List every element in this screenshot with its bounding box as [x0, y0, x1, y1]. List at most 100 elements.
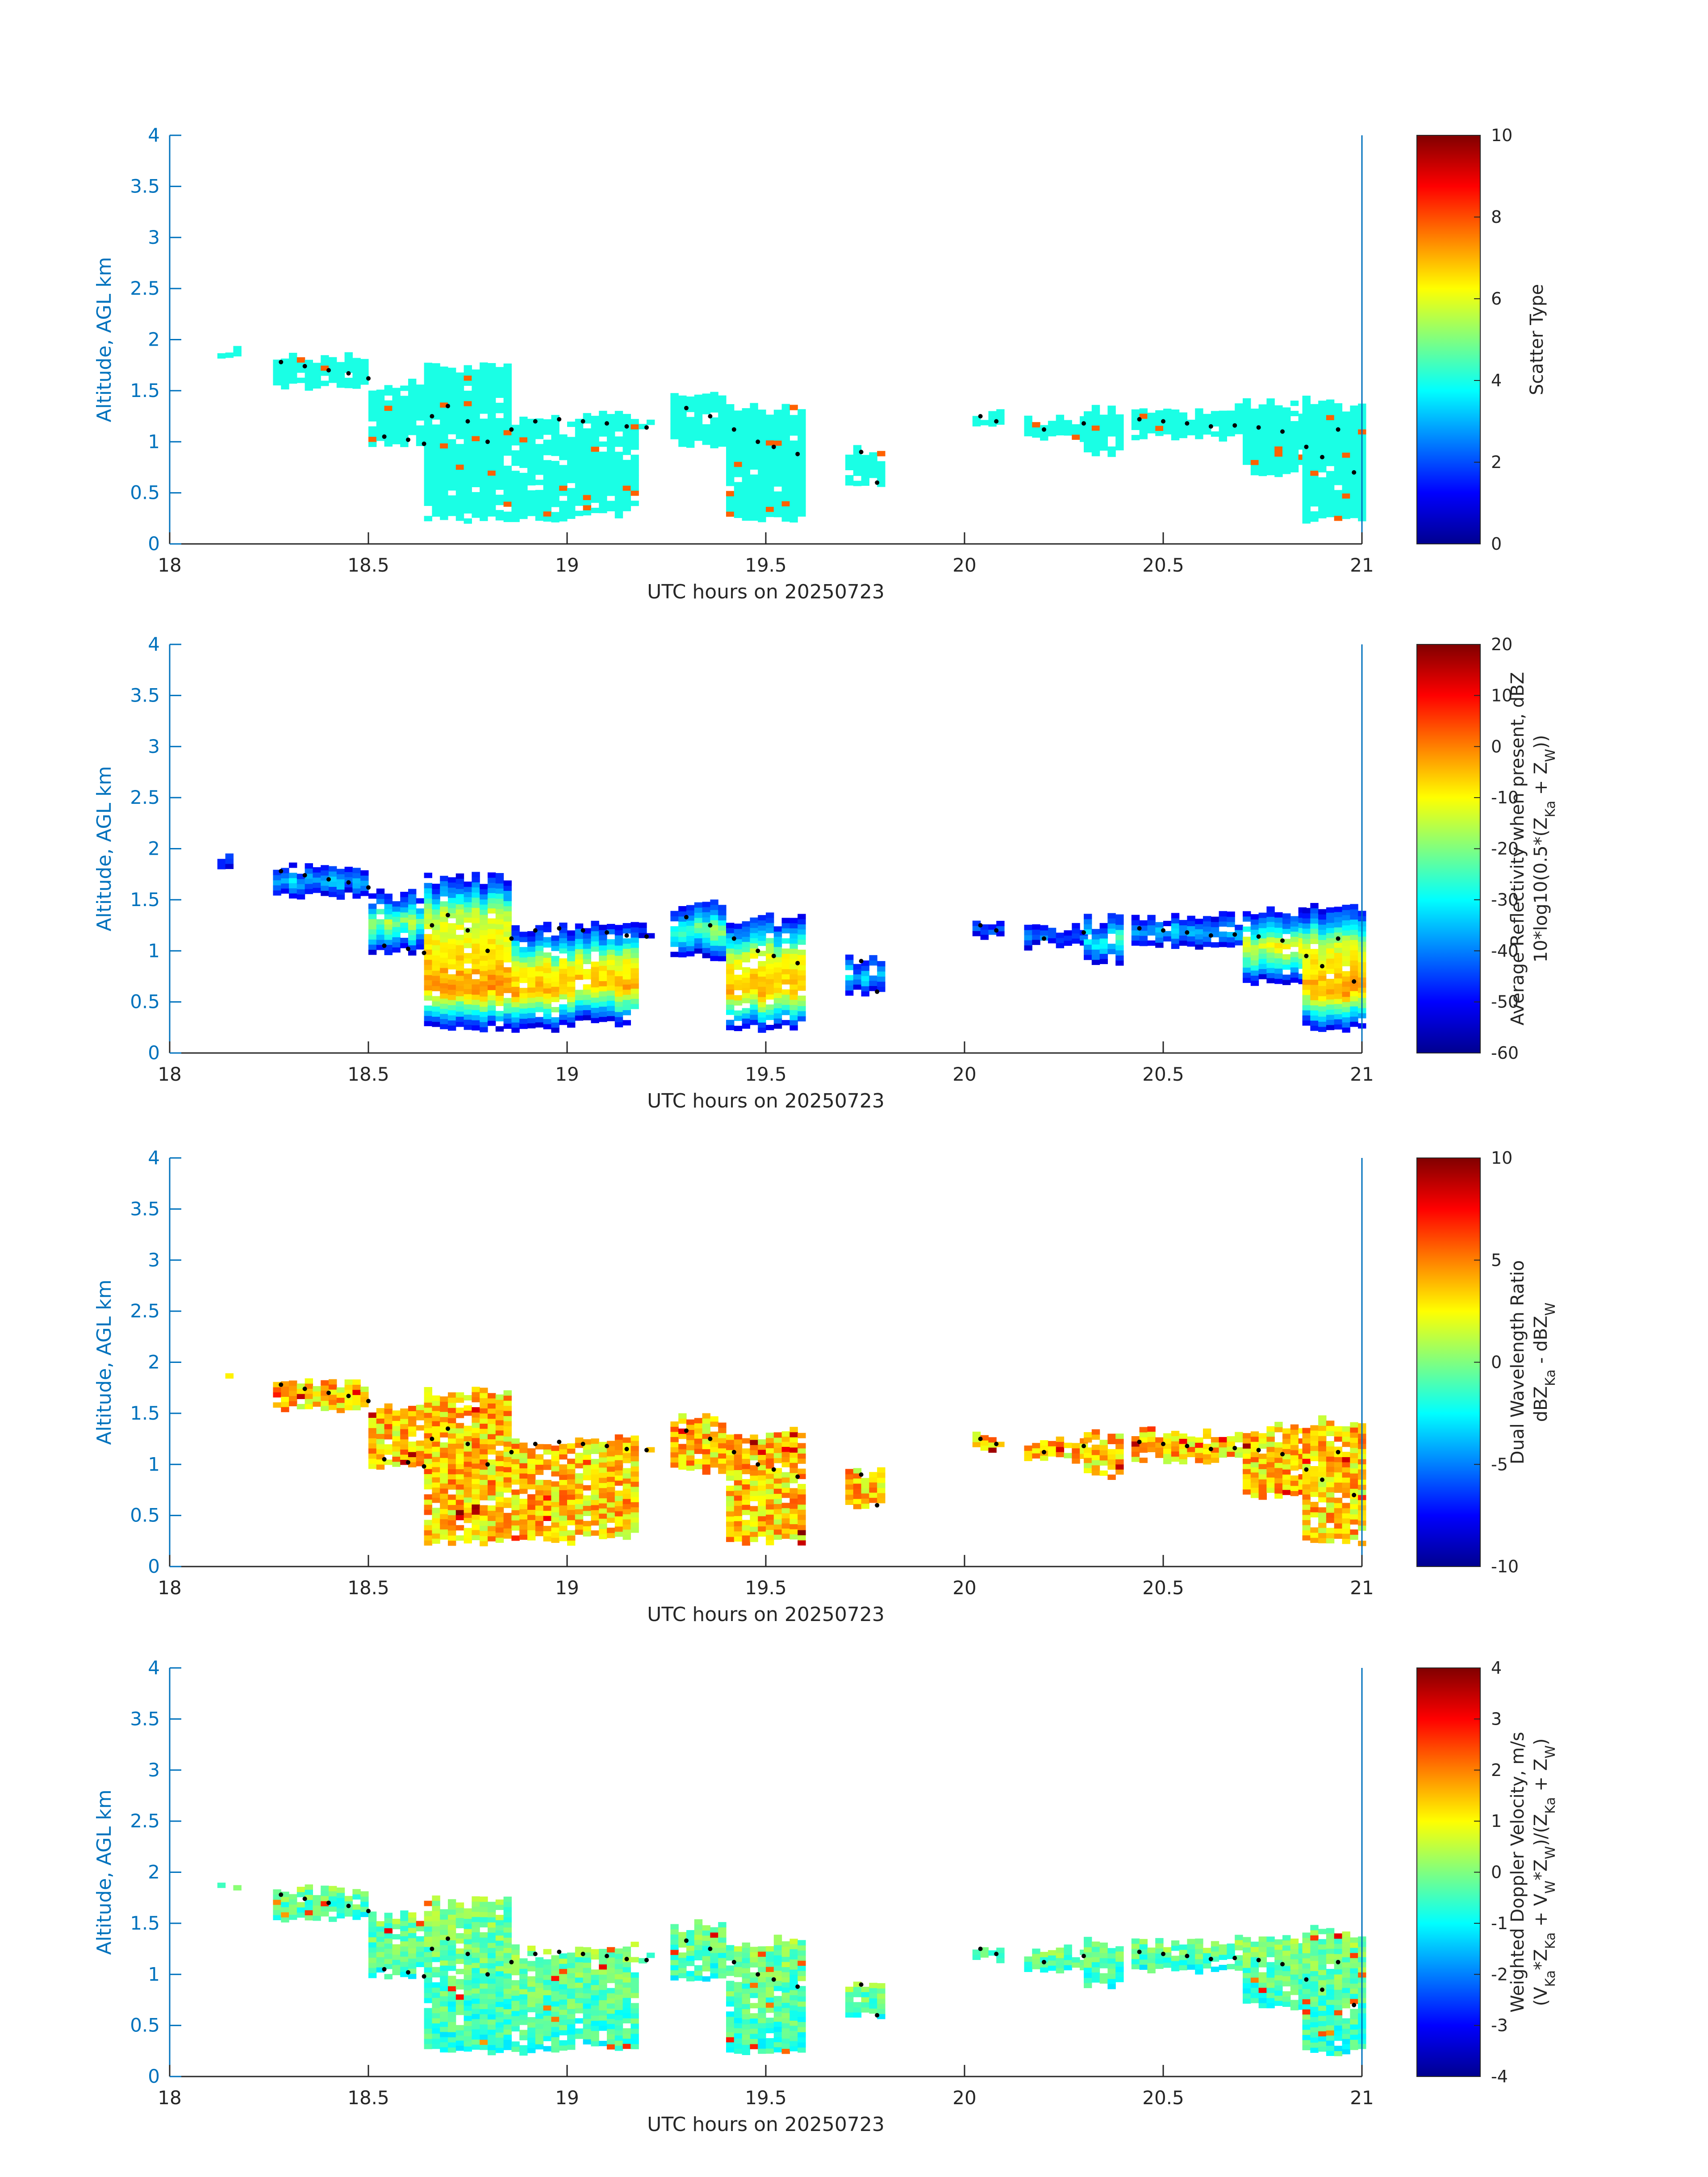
heatmap-cell: [1235, 940, 1243, 946]
heatmap-cell: [472, 953, 480, 959]
heatmap-cell: [1115, 960, 1124, 966]
heatmap-cell: [591, 972, 599, 978]
x-tick-label: 20.5: [1142, 1577, 1184, 1599]
heatmap-cell: [376, 894, 385, 899]
heatmap-cell: [567, 1448, 576, 1454]
layer-dot: [406, 437, 410, 442]
heatmap-cell: [726, 1009, 735, 1015]
heatmap-cell: [583, 1465, 591, 1470]
heatmap-cell: [702, 937, 710, 943]
heatmap-cell: [1326, 430, 1335, 436]
heatmap-cell: [392, 906, 401, 912]
heatmap-cell: [527, 1018, 536, 1024]
heatmap-cell: [631, 1527, 639, 1533]
heatmap-cell: [432, 1931, 440, 1937]
heatmap-cell: [551, 986, 560, 992]
heatmap-cell: [543, 937, 551, 943]
heatmap-cell: [1203, 916, 1211, 922]
heatmap-cell: [583, 1010, 591, 1015]
heatmap-cell: [384, 1948, 393, 1954]
heatmap-cell: [766, 1529, 774, 1535]
heatmap-cell: [1179, 417, 1187, 423]
heatmap-cell: [798, 955, 806, 960]
heatmap-cell: [1250, 460, 1259, 465]
heatmap-cell: [1342, 991, 1350, 997]
x-tick-label: 18: [158, 554, 181, 576]
heatmap-cell: [1326, 978, 1335, 984]
heatmap-cell: [416, 1450, 425, 1456]
heatmap-cell: [336, 367, 345, 373]
heatmap-cell: [798, 995, 806, 1001]
heatmap-cell: [702, 1449, 710, 1454]
heatmap-cell: [1250, 414, 1259, 419]
heatmap-cell: [352, 1379, 361, 1385]
heatmap-cell: [1195, 934, 1203, 940]
heatmap-cell: [631, 1471, 639, 1477]
layer-dot: [1137, 417, 1142, 422]
heatmap-cell: [1282, 453, 1291, 459]
heatmap-cell: [781, 516, 790, 522]
x-tick-label: 20: [952, 1577, 976, 1599]
heatmap-cell: [1274, 1457, 1283, 1463]
heatmap-cell: [424, 1011, 432, 1016]
heatmap-cell: [440, 1396, 448, 1402]
heatmap-cell: [1282, 974, 1291, 980]
heatmap-cell: [503, 1502, 512, 1508]
panel-reflectivity: 18 18.5 19 19.5 20 20.5 2100.511.522.533.54UTC…: [93, 633, 1558, 1112]
layer-dot: [509, 936, 514, 941]
heatmap-cell: [1310, 1481, 1319, 1487]
heatmap-cell: [599, 1518, 607, 1524]
heatmap-cell: [503, 368, 512, 374]
heatmap-cell: [1266, 1436, 1275, 1442]
heatmap-cell: [384, 1424, 393, 1429]
heatmap-cell: [607, 923, 615, 929]
heatmap-cell: [448, 403, 456, 409]
heatmap-cell: [336, 1387, 345, 1393]
heatmap-cell: [384, 934, 393, 940]
heatmap-cell: [488, 368, 496, 374]
heatmap-cell: [432, 940, 440, 945]
heatmap-cell: [448, 1955, 456, 1961]
heatmap-cell: [1310, 969, 1319, 975]
heatmap-cell: [344, 1400, 353, 1405]
heatmap-cell: [535, 1505, 544, 1511]
heatmap-cell: [455, 1458, 464, 1464]
heatmap-cell: [1282, 1459, 1291, 1465]
heatmap-cell: [1258, 943, 1267, 949]
heatmap-cell: [758, 930, 766, 936]
heatmap-cell: [503, 373, 512, 379]
heatmap-cell: [789, 989, 798, 995]
heatmap-cell: [527, 506, 536, 511]
heatmap-cell: [464, 2015, 472, 2021]
heatmap-cell: [464, 401, 472, 406]
heatmap-cell: [281, 1907, 289, 1913]
heatmap-cell: [1342, 1027, 1350, 1033]
heatmap-cell: [575, 1524, 584, 1530]
heatmap-cell: [384, 1459, 393, 1465]
heatmap-cell: [781, 475, 790, 481]
layer-dot: [1161, 1442, 1165, 1446]
heatmap-cell: [607, 954, 615, 960]
heatmap-cell: [702, 1418, 710, 1424]
heatmap-cell: [1302, 959, 1311, 965]
heatmap-cell: [1326, 1477, 1335, 1482]
heatmap-cell: [511, 430, 520, 435]
heatmap-cell: [495, 1026, 504, 1032]
heatmap-cell: [408, 1922, 417, 1928]
heatmap-cell: [511, 1474, 520, 1480]
heatmap-cell: [432, 1395, 440, 1401]
heatmap-cell: [1350, 1519, 1358, 1525]
heatmap-cell: [583, 479, 591, 485]
heatmap-cell: [543, 978, 551, 983]
heatmap-cell: [448, 439, 456, 445]
heatmap-cell: [631, 947, 639, 953]
heatmap-cell: [455, 418, 464, 424]
heatmap-cell: [408, 1973, 417, 1979]
heatmap-cell: [455, 408, 464, 414]
heatmap-cell: [1342, 986, 1350, 992]
heatmap-cell: [527, 1463, 536, 1469]
heatmap-cell: [408, 1938, 417, 1943]
heatmap-cell: [1171, 913, 1180, 919]
heatmap-cell: [869, 981, 877, 986]
heatmap-cell: [766, 476, 774, 481]
